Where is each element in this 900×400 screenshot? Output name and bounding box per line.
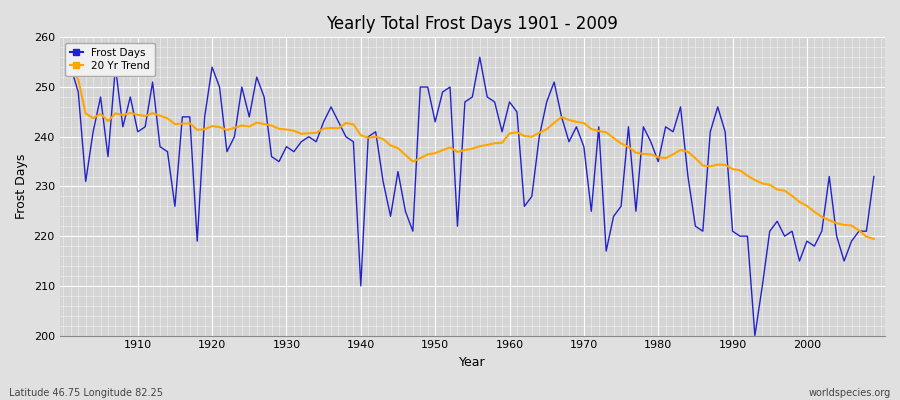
20 Yr Trend <box>497 140 508 145</box>
20 Yr Trend <box>333 126 344 131</box>
20 Yr Trend <box>504 131 515 136</box>
Line: Frost Days: Frost Days <box>71 57 874 336</box>
20 Yr Trend <box>66 65 77 70</box>
Text: Latitude 46.75 Longitude 82.25: Latitude 46.75 Longitude 82.25 <box>9 388 163 398</box>
20 Yr Trend <box>289 128 300 133</box>
Frost Days <box>601 249 612 254</box>
Legend: Frost Days, 20 Yr Trend: Frost Days, 20 Yr Trend <box>65 42 155 76</box>
Frost Days <box>125 94 136 99</box>
Text: worldspecies.org: worldspecies.org <box>809 388 891 398</box>
X-axis label: Year: Year <box>459 356 486 369</box>
Y-axis label: Frost Days: Frost Days <box>15 154 28 219</box>
20 Yr Trend <box>868 236 879 241</box>
Frost Days <box>333 120 344 124</box>
Line: 20 Yr Trend: 20 Yr Trend <box>71 67 874 239</box>
Title: Yearly Total Frost Days 1901 - 2009: Yearly Total Frost Days 1901 - 2009 <box>327 15 618 33</box>
Frost Days <box>511 110 522 114</box>
Frost Days <box>750 333 760 338</box>
Frost Days <box>289 149 300 154</box>
Frost Days <box>474 55 485 60</box>
Frost Days <box>504 100 515 104</box>
20 Yr Trend <box>125 111 136 116</box>
20 Yr Trend <box>593 129 604 134</box>
Frost Days <box>868 174 879 179</box>
Frost Days <box>66 65 77 70</box>
